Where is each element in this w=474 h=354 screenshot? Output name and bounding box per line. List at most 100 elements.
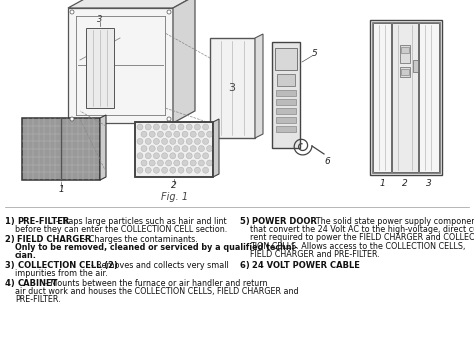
Bar [68, 8, 173, 123]
Circle shape [137, 138, 143, 144]
Circle shape [199, 145, 204, 152]
Circle shape [194, 167, 201, 173]
Circle shape [178, 167, 184, 173]
Circle shape [165, 145, 172, 152]
Text: before they can enter the COLLECTION CELL section.: before they can enter the COLLECTION CEL… [15, 225, 227, 234]
Circle shape [207, 145, 213, 152]
Circle shape [70, 117, 74, 121]
Circle shape [162, 138, 168, 144]
Bar [413, 60, 418, 72]
Bar [373, 23, 391, 172]
Polygon shape [173, 0, 195, 123]
Circle shape [154, 138, 159, 144]
Circle shape [162, 153, 168, 159]
Circle shape [165, 160, 172, 166]
Circle shape [178, 138, 184, 144]
Text: - Mounts between the furnace or air handler and return: - Mounts between the furnace or air hand… [45, 279, 267, 288]
Circle shape [145, 153, 151, 159]
Circle shape [167, 117, 171, 121]
Text: cian.: cian. [15, 251, 37, 260]
Polygon shape [100, 115, 106, 180]
Text: POWER DOOR: POWER DOOR [252, 217, 317, 226]
Circle shape [190, 145, 196, 152]
Circle shape [170, 153, 176, 159]
Circle shape [154, 124, 159, 130]
Text: 6): 6) [240, 261, 253, 270]
Circle shape [202, 153, 209, 159]
Bar [86, 28, 114, 108]
Circle shape [149, 131, 155, 137]
Text: rent required to power the FIELD CHARGER and COLLEC-: rent required to power the FIELD CHARGER… [250, 233, 474, 242]
Text: FIELD CHARGER: FIELD CHARGER [17, 235, 91, 244]
Circle shape [186, 138, 192, 144]
Bar [401, 69, 409, 75]
Circle shape [207, 160, 213, 166]
Circle shape [202, 167, 209, 173]
Bar [135, 122, 213, 177]
Circle shape [165, 131, 172, 137]
Bar [22, 118, 100, 180]
Bar [401, 47, 409, 53]
Polygon shape [255, 34, 263, 138]
Circle shape [199, 160, 204, 166]
Circle shape [141, 160, 147, 166]
Bar [370, 20, 442, 175]
Circle shape [170, 138, 176, 144]
Circle shape [141, 145, 147, 152]
Circle shape [190, 160, 196, 166]
Circle shape [174, 145, 180, 152]
Text: 1: 1 [58, 185, 64, 194]
Text: COLLECTION CELL (2): COLLECTION CELL (2) [18, 261, 118, 270]
Circle shape [154, 153, 159, 159]
Circle shape [137, 167, 143, 173]
Circle shape [137, 124, 143, 130]
Text: CABINET: CABINET [18, 279, 58, 288]
Circle shape [182, 131, 188, 137]
Text: - Removes and collects very small: - Removes and collects very small [91, 261, 228, 270]
Circle shape [145, 167, 151, 173]
Circle shape [186, 124, 192, 130]
Circle shape [145, 124, 151, 130]
Circle shape [157, 160, 164, 166]
Text: 5: 5 [312, 50, 318, 58]
Text: 5): 5) [240, 217, 253, 226]
Bar [392, 23, 418, 172]
Circle shape [199, 131, 204, 137]
Bar [276, 90, 296, 96]
Circle shape [202, 124, 209, 130]
Text: 1: 1 [379, 178, 385, 188]
Bar [276, 99, 296, 105]
Circle shape [207, 131, 213, 137]
Bar [277, 74, 295, 86]
Circle shape [178, 153, 184, 159]
Text: 6: 6 [324, 158, 330, 166]
Text: impurities from the air.: impurities from the air. [15, 269, 108, 278]
Text: PRE-FILTER.: PRE-FILTER. [15, 295, 61, 304]
Circle shape [149, 145, 155, 152]
Text: 1): 1) [5, 217, 18, 226]
Text: 4): 4) [5, 279, 18, 288]
Circle shape [157, 145, 164, 152]
Circle shape [167, 10, 171, 14]
Circle shape [162, 167, 168, 173]
Text: 24 VOLT POWER CABLE: 24 VOLT POWER CABLE [252, 261, 360, 270]
Bar [135, 122, 213, 177]
Text: air duct work and houses the COLLECTION CELLS, FIELD CHARGER and: air duct work and houses the COLLECTION … [15, 287, 299, 296]
Circle shape [149, 160, 155, 166]
Circle shape [190, 131, 196, 137]
Text: 2: 2 [402, 178, 408, 188]
Circle shape [182, 160, 188, 166]
Circle shape [137, 153, 143, 159]
Bar [400, 45, 410, 63]
Text: that convert the 24 Volt AC to the high-voltage, direct cur-: that convert the 24 Volt AC to the high-… [250, 225, 474, 234]
Text: 3: 3 [228, 83, 236, 93]
Circle shape [186, 153, 192, 159]
Text: Fig. 1: Fig. 1 [162, 192, 189, 202]
Circle shape [202, 138, 209, 144]
Bar [276, 117, 296, 123]
Circle shape [174, 131, 180, 137]
Circle shape [162, 124, 168, 130]
Text: 2: 2 [171, 182, 177, 190]
Bar [400, 67, 410, 77]
Text: 2): 2) [5, 235, 18, 244]
